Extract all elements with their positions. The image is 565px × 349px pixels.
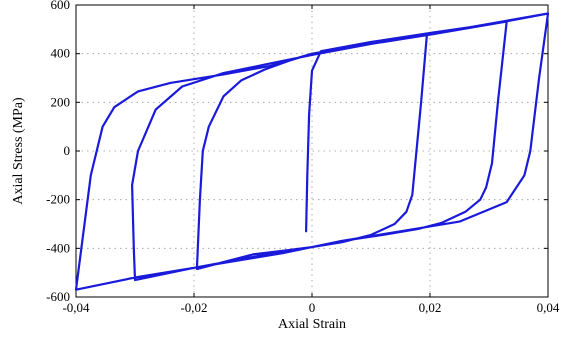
x-tick-label: 0 <box>309 300 316 315</box>
x-tick-label: 0,02 <box>419 300 442 315</box>
x-axis-title: Axial Strain <box>278 317 346 332</box>
x-tick-label: -0,04 <box>62 300 90 315</box>
y-tick-label: 0 <box>64 143 71 158</box>
axis-ticks: -0,04 -0,02 0 0,02 0,04 -600 -400 -200 0 200 400 60… <box>46 0 560 315</box>
stress-strain-curve <box>74 12 550 291</box>
y-axis-title: Axial Stress (MPa) <box>11 97 26 205</box>
y-tick-label: 400 <box>51 46 71 61</box>
series-layer <box>74 12 550 291</box>
y-tick-label: 200 <box>51 94 71 109</box>
y-tick-label: -600 <box>46 289 70 304</box>
x-tick-label: -0,02 <box>180 300 207 315</box>
y-tick-label: 600 <box>51 0 71 12</box>
grid <box>76 5 548 297</box>
y-tick-label: -400 <box>46 240 70 255</box>
x-tick-label: 0,04 <box>537 300 560 315</box>
y-tick-label: -200 <box>46 192 70 207</box>
